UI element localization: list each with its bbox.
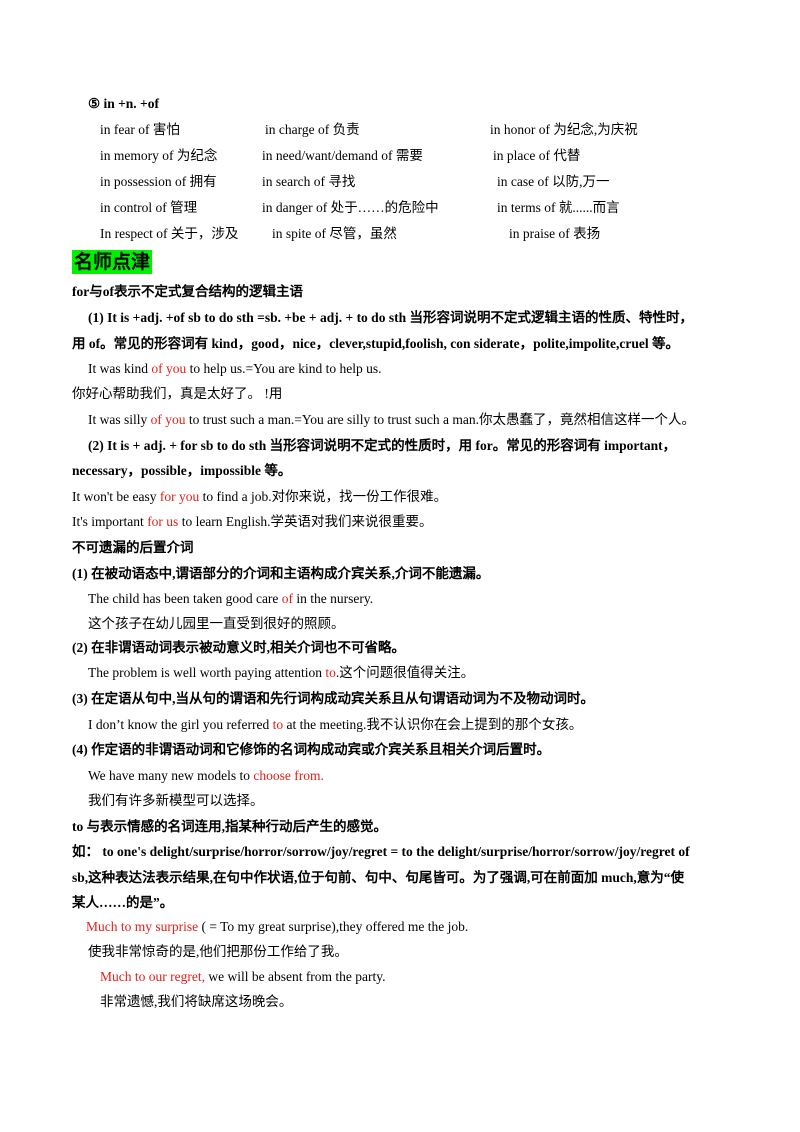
example-line: Much to my surprise ( = To my great surp… [86,918,468,936]
text-line: (2) 在非谓语动词表示被动意义时,相关介词也不可省略。 [72,640,405,655]
text-line: 如： to one's delight/surprise/horror/sorr… [72,844,690,859]
text-line: 用 of。常见的形容词有 kind，good，nice，clever,stupi… [72,336,679,351]
example-text: It's important [72,514,148,529]
example-line: I don’t know the girl you referred to at… [88,716,582,734]
example-text: ( = To my great surprise),they offered m… [198,919,469,934]
text-line: 我们有许多新模型可以选择。 [88,793,264,808]
example-text: to help us.=You are kind to help us. [186,361,382,376]
text-line: 某人……的是”。 [72,895,174,910]
highlight: of [281,591,294,606]
highlight: for you [159,489,200,504]
highlight: to [272,717,284,732]
example-text: It won't be easy [72,489,160,504]
phrase: in danger of 处于……的危险中 [262,200,439,215]
text-line: (1) It is +adj. +of sb to do sth =sb. +b… [88,310,693,325]
text-line: (3) 在定语从句中,当从句的谓语和先行词构成动宾关系且从句谓语动词为不及物动词… [72,691,594,706]
example-text: We have many new models to [88,768,254,783]
text-line: to 与表示情感的名词连用,指某种行动后产生的感觉。 [72,819,387,834]
phrase: in search of 寻找 [262,174,356,189]
phrase: in praise of 表扬 [509,226,601,241]
example-text: The problem is well worth paying attenti… [88,665,326,680]
text-line: (4) 作定语的非谓语动词和它修饰的名词构成动宾或介宾关系且相关介词后置时。 [72,742,551,757]
phrase: in charge of 负责 [265,122,360,137]
highlight: of you [150,412,186,427]
phrase: in case of 以防,万一 [497,174,610,189]
example-text: The child has been taken good care [88,591,282,606]
text-line: 非常遗憾,我们将缺席这场晚会。 [100,994,293,1009]
phrase: In respect of 关于，涉及 [100,226,239,241]
highlight: Much to my surprise [86,919,199,934]
example-text: It was kind [88,361,152,376]
text-line: necessary，possible，impossible 等。 [72,463,292,478]
example-line: It won't be easy for you to find a job.对… [72,488,447,506]
phrase: in control of 管理 [100,200,198,215]
highlight: Much to our regret, [100,969,205,984]
text-line: (1) 在被动语态中,谓语部分的介词和主语构成介宾关系,介词不能遗漏。 [72,566,490,581]
example-text: It was silly [88,412,151,427]
example-line: It's important for us to learn English.学… [72,513,433,531]
text-line: 使我非常惊奇的是,他们把那份工作给了我。 [88,944,348,959]
highlight: for us [147,514,179,529]
phrase: in possession of 拥有 [100,174,217,189]
example-line: We have many new models to choose from. [88,767,324,785]
example-line: It was kind of you to help us.=You are k… [88,360,382,378]
example-text: to trust such a man.=You are silly to tr… [185,412,695,427]
highlight: to [325,665,336,680]
phrase: in fear of 害怕 [100,122,180,137]
heading: ⑤ in +n. +of [88,96,160,111]
highlight: of you [151,361,187,376]
example-text: to learn English.学英语对我们来说很重要。 [178,514,433,529]
text-line: 你好心帮助我们，真是太好了。 !用 [72,386,283,401]
example-line: Much to our regret, we will be absent fr… [100,968,386,986]
phrase: in memory of 为纪念 [100,148,218,163]
phrase: in honor of 为纪念,为庆祝 [490,122,638,137]
example-line: It was silly of you to trust such a man.… [88,411,695,429]
highlight: choose from. [253,768,324,783]
example-text: in the nursery. [293,591,374,606]
example-line: The problem is well worth paying attenti… [88,664,474,682]
text-line: 这个孩子在幼儿园里一直受到很好的照顾。 [88,616,345,631]
text-line: sb,这种表达法表示结果,在句中作状语,位于句前、句中、句尾皆可。为了强调,可在… [72,870,685,885]
example-line: The child has been taken good care of in… [88,590,373,608]
example-text: we will be absent from the party. [204,969,386,984]
text-line: for与of表示不定式复合结构的逻辑主语 [72,284,303,299]
text-line: 不可遗漏的后置介词 [72,540,194,555]
phrase: in terms of 就......而言 [497,200,620,215]
example-text: at the meeting.我不认识你在会上提到的那个女孩。 [283,717,583,732]
phrase: in spite of 尽管，虽然 [272,226,397,241]
example-text: .这个问题很值得关注。 [335,665,475,680]
badge: 名师点津 [72,250,153,274]
example-text: to find a job.对你来说，找一份工作很难。 [199,489,448,504]
phrase: in need/want/demand of 需要 [262,148,423,163]
example-text: I don’t know the girl you referred [88,717,273,732]
text-line: (2) It is + adj. + for sb to do sth 当形容词… [88,438,677,453]
phrase: in place of 代替 [493,148,581,163]
